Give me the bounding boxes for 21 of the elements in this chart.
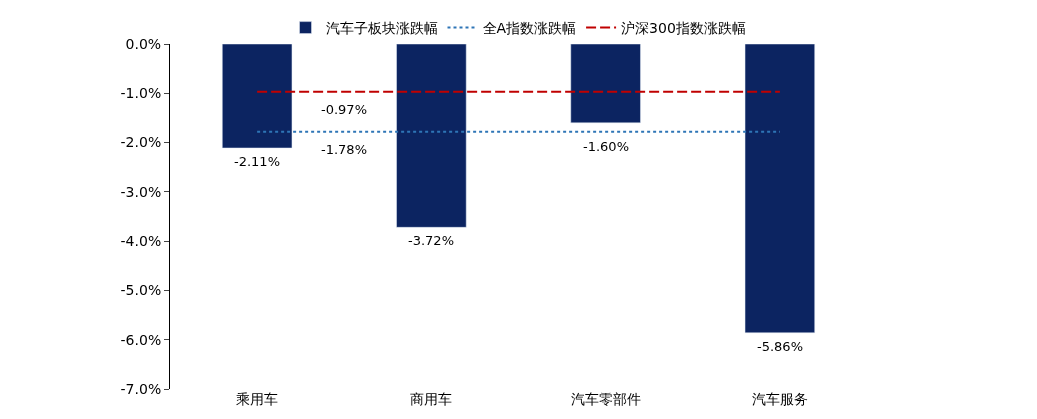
x-tick-label: 汽车零部件: [570, 391, 641, 407]
legend-label: 沪深300指数涨跌幅: [621, 20, 746, 37]
y-tick-label: -1.0%: [120, 85, 162, 102]
data-label: -1.60%: [583, 139, 629, 154]
y-tick-label: -7.0%: [120, 380, 162, 397]
legend-label: 全A指数涨跌幅: [482, 20, 577, 37]
y-tick-label: -4.0%: [120, 233, 162, 250]
annotation: -1.78%: [321, 142, 367, 157]
y-tick-label: -2.0%: [120, 134, 162, 151]
y-tick-label: 0.0%: [125, 35, 162, 52]
y-tick-label: -3.0%: [120, 183, 162, 200]
y-tick-label: -5.0%: [120, 282, 162, 299]
legend-label: 汽车子板块涨跌幅: [325, 20, 438, 37]
x-tick-label: 汽车服务: [751, 391, 808, 407]
y-tick-label: -6.0%: [120, 331, 162, 348]
data-label: -2.11%: [234, 154, 280, 169]
data-label: -5.86%: [757, 339, 803, 354]
x-tick-label: 商用车: [410, 391, 453, 407]
x-tick-label: 乘用车: [236, 391, 279, 407]
annotation: -0.97%: [321, 102, 367, 117]
data-label: -3.72%: [408, 233, 454, 248]
